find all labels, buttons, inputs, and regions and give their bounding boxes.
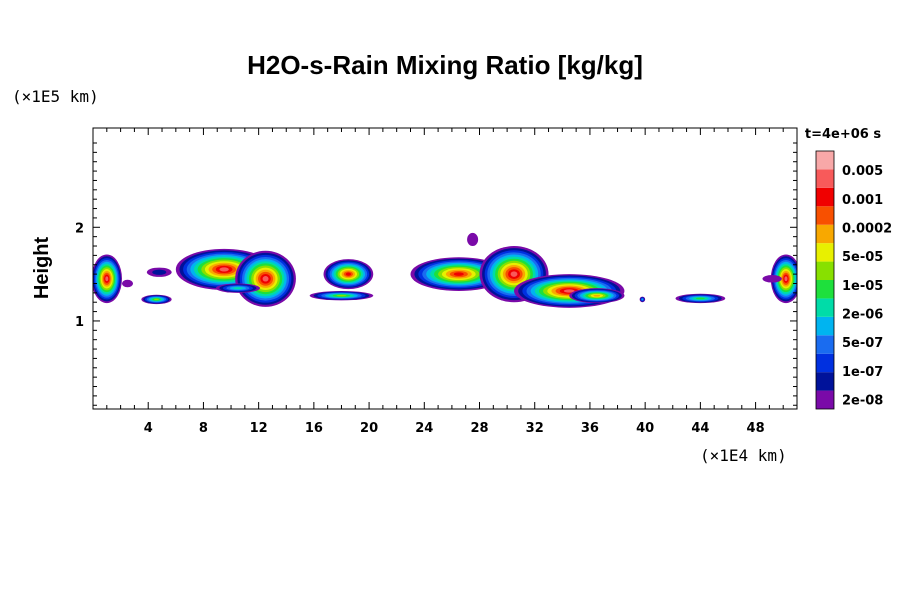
legend-swatch <box>816 335 834 354</box>
legend-label: 5e-07 <box>842 336 883 351</box>
legend-swatch <box>816 169 834 188</box>
contour-band <box>262 276 269 282</box>
contour-band <box>695 297 705 300</box>
contour-band <box>641 298 644 301</box>
rain-cell <box>479 246 549 303</box>
contour-band <box>467 232 479 247</box>
plot-frame <box>92 127 798 410</box>
contour-band <box>453 272 464 276</box>
rain-cell <box>762 275 782 283</box>
contour-field <box>93 232 797 308</box>
time-stamp-label: t=4e+06 s <box>805 127 881 142</box>
contour-band <box>154 298 159 301</box>
y-tick-label: 2 <box>75 221 84 236</box>
legend-frame <box>815 150 835 410</box>
legend-label: 2e-08 <box>842 393 883 408</box>
rain-cell <box>323 259 374 290</box>
contour-band <box>219 267 229 272</box>
x-tick-label: 36 <box>581 421 599 436</box>
legend-swatch <box>816 261 834 280</box>
rain-cell <box>639 296 646 303</box>
legend-swatch <box>816 316 834 336</box>
legend-label: 0.0002 <box>842 221 892 236</box>
y-axis-label: Height <box>31 237 53 300</box>
x-tick-label: 20 <box>360 421 378 436</box>
legend-swatch <box>816 243 834 262</box>
legend-label: 1e-05 <box>842 279 883 294</box>
legend-swatch <box>816 280 834 299</box>
contour-band <box>105 276 109 282</box>
rain-cell <box>146 267 172 277</box>
contour-band <box>345 272 351 276</box>
x-axis-scale-label: (×1E4 km) <box>700 446 787 465</box>
contour-band <box>563 289 575 293</box>
rain-cell <box>215 283 261 293</box>
legend-swatch <box>816 206 834 225</box>
legend-label: 2e-06 <box>842 307 883 322</box>
x-tick-label: 8 <box>199 421 208 436</box>
contour-band <box>233 287 243 290</box>
chart-title: H2O-s-Rain Mixing Ratio [kg/kg] <box>247 50 643 80</box>
x-tick-label: 40 <box>636 421 654 436</box>
x-axis-ticks: 4 8 12 16 20 24 28 32 36 40 44 48 <box>106 128 784 436</box>
contour-band <box>121 279 134 288</box>
y-axis-scale-label: (×1E5 km) <box>12 87 99 106</box>
x-tick-label: 12 <box>250 421 268 436</box>
contour-band <box>152 269 167 275</box>
legend-label: 1e-07 <box>842 365 883 380</box>
contour-band <box>336 294 347 297</box>
legend-label: 0.005 <box>842 164 883 179</box>
legend-label: 0.001 <box>842 193 883 208</box>
rain-cell <box>309 290 374 301</box>
rain-cell <box>770 254 797 304</box>
x-tick-label: 44 <box>691 421 709 436</box>
x-tick-label: 16 <box>305 421 323 436</box>
x-tick-label: 4 <box>144 421 153 436</box>
rain-cell <box>569 288 625 304</box>
rain-cell <box>141 294 172 305</box>
rain-cell <box>235 250 296 307</box>
legend-swatch <box>816 390 834 409</box>
contour-band <box>510 271 518 277</box>
rain-cell <box>121 279 134 288</box>
x-tick-label: 24 <box>415 421 433 436</box>
legend-swatch <box>816 151 834 170</box>
legend-label: 5e-05 <box>842 250 883 265</box>
contour-band <box>784 276 788 282</box>
y-tick-label: 1 <box>75 315 84 330</box>
rain-cell <box>675 293 726 304</box>
color-legend: 2e-08 1e-07 5e-07 2e-06 1e-05 5e-05 0.0002 0.00… <box>815 150 892 410</box>
legend-swatch <box>816 187 834 207</box>
x-tick-label: 32 <box>526 421 544 436</box>
legend-swatch <box>816 372 834 391</box>
rain-cell <box>93 254 122 304</box>
legend-swatch <box>816 298 834 317</box>
x-tick-label: 48 <box>747 421 765 436</box>
legend-swatch <box>816 224 834 244</box>
x-tick-label: 28 <box>470 421 488 436</box>
contour-band <box>762 275 782 283</box>
rain-cell <box>467 232 479 247</box>
contour-band <box>593 294 601 297</box>
y-axis-ticks: 12 <box>75 142 797 406</box>
legend-swatch <box>816 353 834 373</box>
